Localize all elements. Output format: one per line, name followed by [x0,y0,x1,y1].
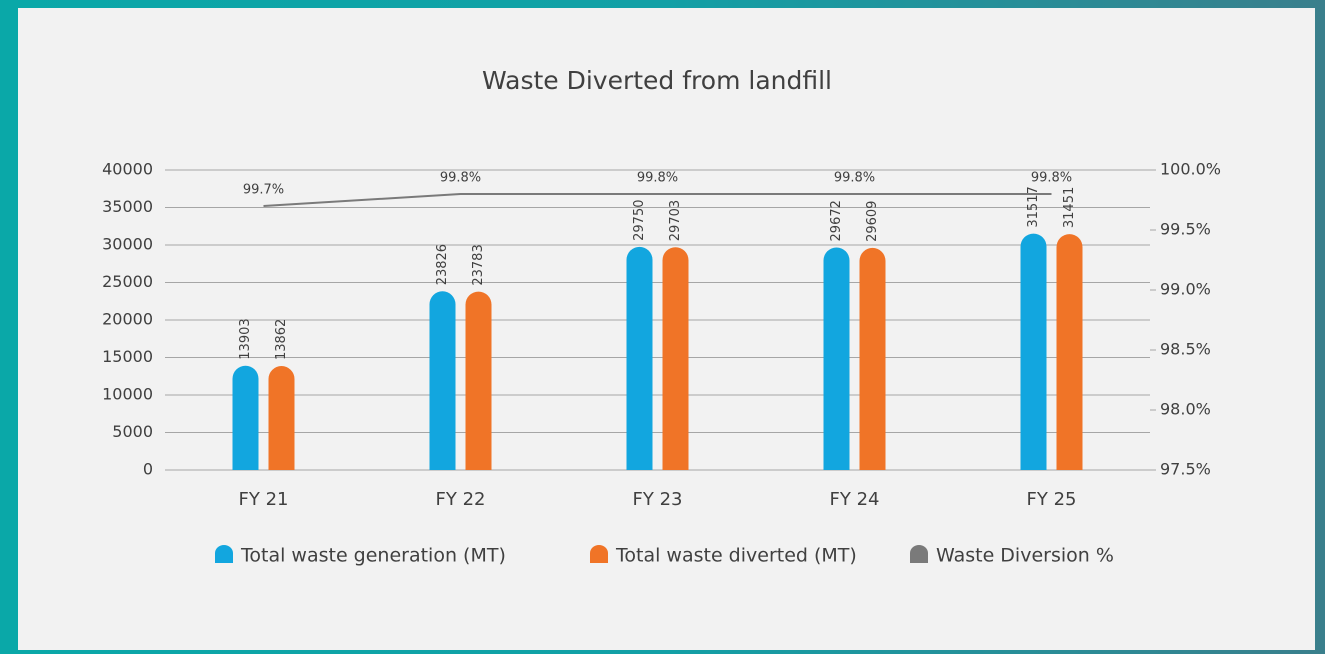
line-value-label: 99.7% [243,183,284,198]
y-tick-label: 20000 [102,310,153,329]
chart-title: Waste Diverted from landfill [482,66,832,95]
legend-label: Total waste generation (MT) [240,545,506,567]
y2-tick-label: 100.0% [1160,160,1221,179]
y-tick-label: 25000 [102,272,153,291]
line [263,193,1052,207]
y-tick-label: 0 [143,460,153,479]
bar [1056,234,1083,470]
legend-marker [910,545,928,563]
bar [662,247,689,470]
x-tick-label: FY 23 [633,489,683,510]
y2-tick-label: 99.0% [1160,280,1211,299]
bar [232,365,259,470]
x-tick-label: FY 25 [1027,489,1077,510]
y-tick-label: 10000 [102,385,153,404]
y-tick-label: 35000 [102,197,153,216]
bar-value-label: 29703 [668,200,683,241]
bar-value-label: 23826 [435,244,450,285]
bar [859,247,886,470]
y2-tick-label: 97.5% [1160,460,1211,479]
bar-value-label: 13862 [274,319,289,360]
bar-value-label: 23783 [471,244,486,285]
chart: Waste Diverted from landfill 0 5000 10000 1… [102,66,1221,567]
bar [823,247,850,470]
x-tick-label: FY 22 [436,489,486,510]
legend-label: Waste Diversion % [936,545,1114,567]
bar-value-label: 13903 [238,318,253,359]
chart-panel: Waste Diverted from landfill 0 5000 10000 1… [18,8,1315,650]
y-tick-label: 40000 [102,160,153,179]
line-value-label: 99.8% [440,171,481,186]
bar-value-label: 31517 [1026,186,1041,227]
x-tick-label: FY 24 [830,489,880,510]
legend-label: Total waste diverted (MT) [615,545,857,567]
bar [429,291,456,470]
bar-value-label: 29750 [632,200,647,241]
y-tick-label: 15000 [102,347,153,366]
y2-tick-label: 98.5% [1160,340,1211,359]
line-value-label: 99.8% [1031,171,1072,186]
bar [1020,233,1047,470]
legend-marker [590,545,608,563]
bar [268,366,295,470]
bar-value-label: 29672 [829,200,844,241]
y2-tick-label: 98.0% [1160,400,1211,419]
y-tick-label: 5000 [112,422,153,441]
bar [465,291,492,470]
line-value-label: 99.8% [834,171,875,186]
bar [626,246,653,470]
x-tick-label: FY 21 [239,489,289,510]
bar-value-label: 29609 [865,201,880,242]
y2-tick-label: 99.5% [1160,220,1211,239]
y-tick-label: 30000 [102,235,153,254]
legend-marker [215,545,233,563]
line-value-label: 99.8% [637,171,678,186]
bar-value-label: 31451 [1062,187,1077,228]
